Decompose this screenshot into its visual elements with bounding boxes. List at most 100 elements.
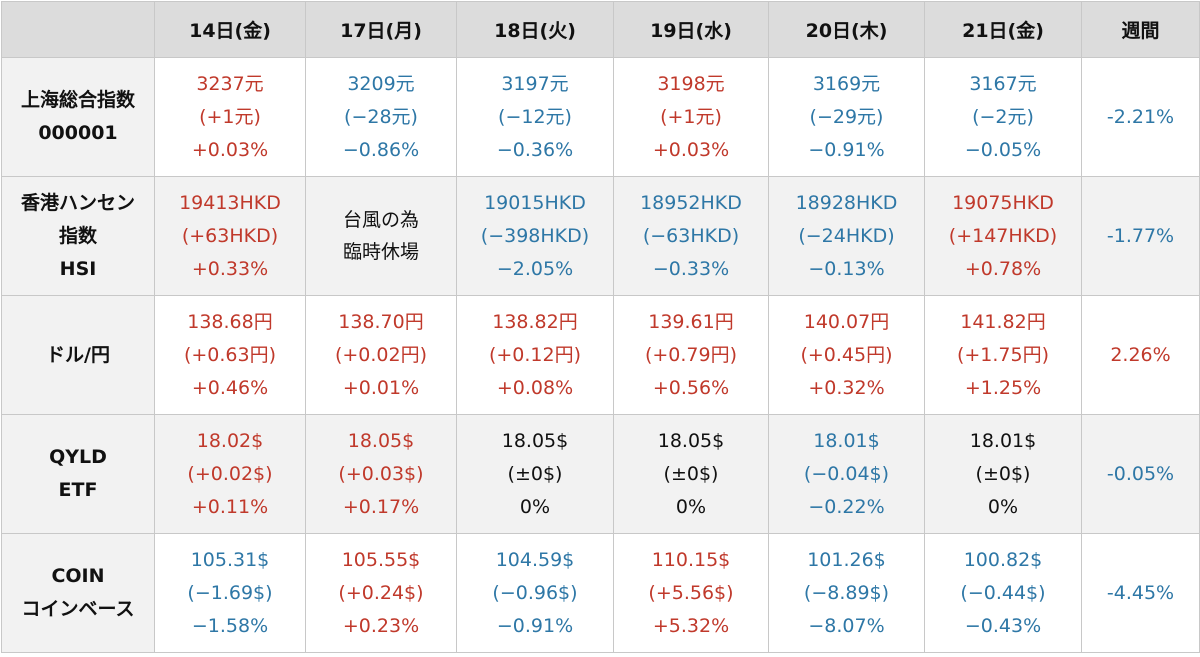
change-percent: 0% (987, 495, 1019, 518)
weekly-change: -2.21% (1106, 105, 1175, 128)
price-value: 18.01$ (969, 429, 1037, 452)
change-amount: (−1.69$) (187, 581, 273, 604)
change-percent: −0.91% (808, 138, 885, 161)
row-label-line: COIN (51, 565, 105, 587)
table-row-qyld: QYLD ETF 18.02$ (+0.02$) +0.11% 18.05$ (+0.03$… (1, 414, 1200, 534)
price-value: 3198元 (657, 72, 725, 95)
day-cell: 138.70円 (+0.02円) +0.01% (305, 295, 457, 415)
change-amount: (+0.03$) (338, 462, 424, 485)
day-cell: 105.55$ (+0.24$) +0.23% (305, 533, 457, 653)
change-percent: +0.11% (191, 495, 269, 518)
change-percent: −0.91% (496, 614, 574, 637)
day-cell: 18.05$ (±0$) 0% (456, 414, 614, 534)
weekly-cell: -0.05% (1081, 414, 1200, 534)
row-label-line: 香港ハンセン (20, 191, 135, 214)
price-value: 105.31$ (190, 548, 270, 571)
change-amount: (+0.02円) (334, 343, 428, 366)
change-amount: (+0.79円) (644, 343, 738, 366)
closure-note: 臨時休場 (342, 241, 419, 263)
change-amount: (+1.75円) (956, 343, 1050, 366)
day-cell: 19413HKD (+63HKD) +0.33% (154, 176, 306, 296)
weekly-change: -0.05% (1106, 462, 1175, 485)
price-value: 139.61円 (648, 310, 734, 333)
price-value: 18952HKD (640, 191, 742, 214)
change-amount: (±0$) (507, 462, 563, 485)
change-amount: (+63HKD) (181, 224, 279, 247)
price-value: 138.82円 (492, 310, 578, 333)
day-cell: 104.59$ (−0.96$) −0.91% (456, 533, 614, 653)
row-label-line: ドル/円 (46, 343, 110, 366)
price-value: 105.55$ (341, 548, 421, 571)
price-value: 18928HKD (795, 191, 898, 214)
weekly-change: -4.45% (1106, 581, 1175, 604)
row-label: 上海総合指数 000001 (1, 57, 155, 177)
change-amount: (+5.56$) (648, 581, 734, 604)
change-amount: (±0$) (975, 462, 1031, 485)
table-row-hangseng: 香港ハンセン 指数 HSI 19413HKD (+63HKD) +0.33% 台風の為 臨時休… (1, 176, 1200, 296)
change-amount: (±0$) (663, 462, 719, 485)
change-percent: +0.46% (191, 376, 269, 399)
change-percent: +0.03% (652, 138, 730, 161)
row-label-line: コインベース (21, 598, 135, 620)
change-percent: −0.13% (808, 257, 885, 280)
row-label-line: 指数 (58, 224, 97, 247)
change-amount: (−398HKD) (480, 224, 590, 247)
day-cell: 18928HKD (−24HKD) −0.13% (768, 176, 925, 296)
change-percent: +5.32% (652, 614, 730, 637)
change-amount: (+0.63円) (183, 343, 277, 366)
day-cell: 18952HKD (−63HKD) −0.33% (613, 176, 769, 296)
day-cell: 18.01$ (±0$) 0% (924, 414, 1082, 534)
day-cell: 18.02$ (+0.02$) +0.11% (154, 414, 306, 534)
header-day: 21日(金) (924, 1, 1082, 58)
day-cell: 3167元 (−2元) −0.05% (924, 57, 1082, 177)
change-percent: +0.56% (652, 376, 730, 399)
price-value: 19413HKD (179, 191, 281, 214)
day-cell: 3198元 (+1元) +0.03% (613, 57, 769, 177)
change-percent: +0.78% (964, 257, 1042, 280)
weekly-cell: -2.21% (1081, 57, 1200, 177)
day-cell: 3209元 (−28元) −0.86% (305, 57, 457, 177)
day-cell: 100.82$ (−0.44$) −0.43% (924, 533, 1082, 653)
change-percent: +0.03% (191, 138, 269, 161)
change-amount: (+0.24$) (338, 581, 424, 604)
row-label-line: 上海総合指数 (20, 89, 135, 111)
header-day: 14日(金) (154, 1, 306, 58)
price-value: 104.59$ (495, 548, 575, 571)
price-value: 100.82$ (963, 548, 1043, 571)
change-amount: (−0.96$) (492, 581, 578, 604)
change-amount: (−8.89$) (803, 581, 890, 604)
change-amount: (+0.45円) (800, 343, 893, 366)
weekly-change: -1.77% (1106, 224, 1175, 247)
price-value: 18.05$ (501, 429, 569, 452)
change-amount: (−0.44$) (960, 581, 1046, 604)
day-cell: 19015HKD (−398HKD) −2.05% (456, 176, 614, 296)
row-label-line: HSI (59, 257, 97, 280)
change-amount: (−28元) (344, 105, 418, 128)
weekly-cell: -4.45% (1081, 533, 1200, 653)
day-cell: 141.82円 (+1.75円) +1.25% (924, 295, 1082, 415)
change-amount: (−0.04$) (803, 462, 890, 485)
table-row-coin: COIN コインベース 105.31$ (−1.69$) −1.58% 105.55$ (+… (1, 533, 1200, 653)
change-percent: −0.33% (652, 257, 730, 280)
day-cell: 3237元 (+1元) +0.03% (154, 57, 306, 177)
price-value: 18.01$ (813, 429, 880, 452)
price-value: 141.82円 (960, 310, 1046, 333)
day-cell: 3197元 (−12元) −0.36% (456, 57, 614, 177)
row-label: COIN コインベース (1, 533, 155, 653)
day-cell: 140.07円 (+0.45円) +0.32% (768, 295, 925, 415)
price-value: 138.70円 (338, 310, 424, 333)
change-percent: −0.43% (964, 614, 1042, 637)
day-cell: 19075HKD (+147HKD) +0.78% (924, 176, 1082, 296)
change-percent: +0.17% (342, 495, 420, 518)
price-value: 3237元 (196, 72, 264, 95)
change-percent: +0.32% (808, 376, 885, 399)
weekly-change: 2.26% (1110, 343, 1171, 366)
change-percent: −8.07% (808, 614, 885, 637)
day-cell: 138.82円 (+0.12円) +0.08% (456, 295, 614, 415)
change-percent: −2.05% (496, 257, 574, 280)
day-cell: 105.31$ (−1.69$) −1.58% (154, 533, 306, 653)
change-percent: +0.33% (191, 257, 269, 280)
day-cell: 台風の為 臨時休場 (305, 176, 457, 296)
row-label: ドル/円 (1, 295, 155, 415)
price-value: 3197元 (501, 72, 569, 95)
